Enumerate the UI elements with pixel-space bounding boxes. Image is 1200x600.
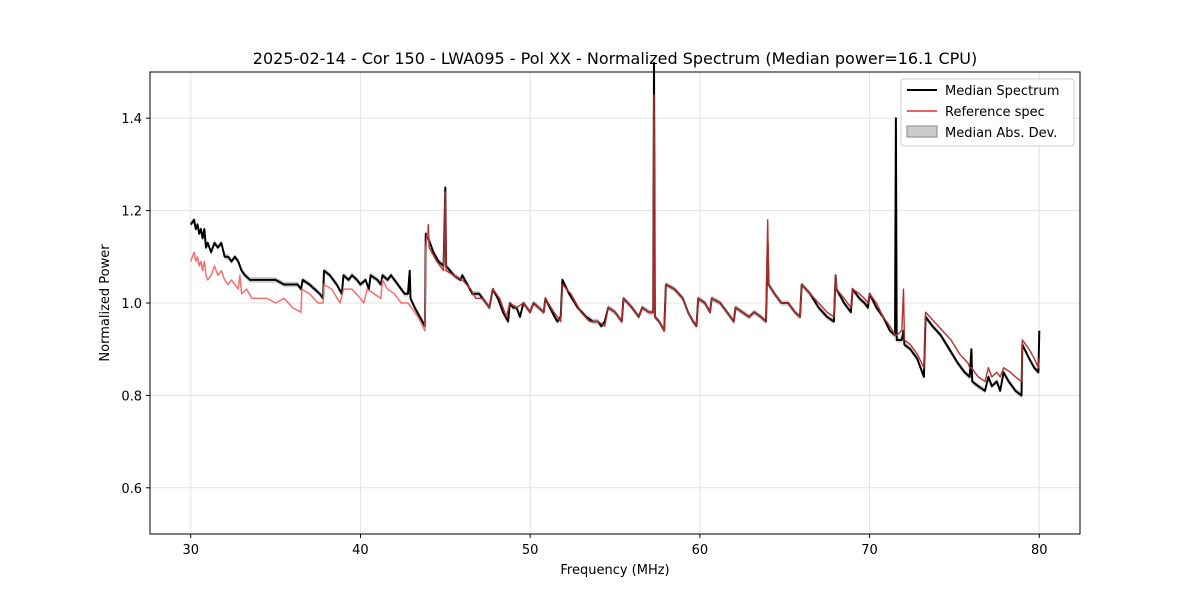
series-layer — [189, 60, 1041, 399]
y-tick-label: 1.4 — [121, 112, 142, 127]
y-tick-label: 0.8 — [121, 389, 142, 404]
x-tick-label: 70 — [861, 543, 878, 558]
y-tick-label: 1.0 — [121, 297, 142, 312]
legend-label-median: Median Spectrum — [945, 84, 1059, 99]
x-tick-label: 80 — [1031, 543, 1048, 558]
plot-area — [149, 60, 1081, 535]
grid-lines — [150, 72, 1080, 534]
legend: Median Spectrum Reference spec Median Ab… — [900, 78, 1075, 147]
y-axis: 0.6 0.8 1.0 1.2 1.4 — [121, 112, 150, 497]
x-tick-label: 60 — [692, 543, 709, 558]
legend-box — [900, 78, 1075, 147]
overlap-line — [427, 94, 1040, 383]
y-tick-label: 0.6 — [121, 482, 142, 497]
median-spectrum-line — [189, 61, 1041, 397]
y-tick-label: 1.2 — [121, 205, 142, 220]
legend-label-reference: Reference spec — [945, 105, 1045, 120]
x-axis-label: Frequency (MHz) — [560, 563, 669, 578]
legend-label-mad: Median Abs. Dev. — [945, 126, 1057, 141]
x-tick-label: 50 — [522, 543, 539, 558]
x-axis: 30 40 50 60 70 80 — [182, 534, 1048, 558]
x-tick-label: 40 — [352, 543, 369, 558]
x-tick-label: 30 — [182, 543, 199, 558]
chart-title: 2025-02-14 - Cor 150 - LWA095 - Pol XX -… — [253, 49, 977, 68]
legend-swatch-mad — [906, 125, 938, 138]
y-axis-label: Normalized Power — [98, 244, 113, 362]
